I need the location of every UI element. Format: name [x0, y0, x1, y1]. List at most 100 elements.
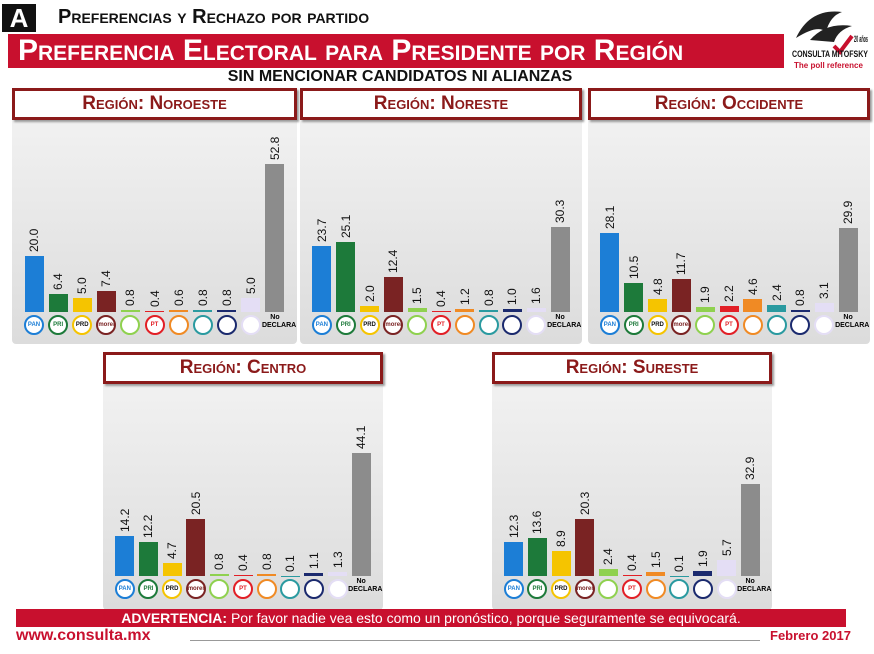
value-label: 0.4 — [434, 290, 448, 307]
value-label: 30.3 — [553, 199, 568, 224]
bar — [719, 305, 739, 312]
category-label: PAN — [603, 322, 617, 328]
value-label: 11.7 — [674, 252, 689, 276]
value-label: 44.1 — [354, 425, 369, 449]
category-label: PRI — [143, 586, 154, 592]
bar — [336, 241, 356, 312]
party-logo — [216, 315, 237, 335]
category-label: PT — [725, 322, 733, 328]
party-logo: PAN — [24, 315, 45, 335]
bar — [598, 569, 618, 576]
bar — [717, 560, 737, 576]
value-label: 0.8 — [259, 553, 274, 570]
category-label: PRD — [554, 586, 568, 592]
category-label: morena — [673, 322, 692, 328]
party-logo: PRD — [162, 579, 183, 599]
party-logo: morena — [185, 579, 206, 599]
bar — [72, 298, 92, 312]
party-logo — [209, 579, 230, 599]
chart-title: Región: Occidente — [588, 88, 870, 120]
value-label: 1.1 — [306, 552, 321, 569]
category-label: PRI — [53, 322, 64, 328]
category-label: morena — [576, 586, 595, 592]
value-label: 2.0 — [362, 285, 377, 303]
value-label: 0.8 — [481, 289, 496, 306]
bar — [814, 303, 834, 312]
value-label: 4.8 — [650, 277, 665, 295]
chart-panel: Región: Sureste 12.3 PAN 13.6 PRI 8.9 PRD 20.3 m… — [492, 352, 772, 610]
bar — [790, 309, 810, 312]
footer-rule — [190, 640, 760, 641]
chart-title: Región: Noroeste — [12, 88, 297, 120]
party-logo: PRD — [359, 315, 380, 335]
value-label: 3.1 — [817, 282, 832, 300]
subtitle: SIN MENCIONAR CANDIDATOS NI ALIANZAS — [227, 68, 573, 85]
value-label: 25.1 — [338, 214, 353, 238]
category-label: No DECLARA — [835, 314, 870, 329]
chart-panel: Región: Centro 14.2 PAN 12.2 PRI 4.7 PRD 20.5 mo… — [103, 352, 383, 610]
value-label: 12.4 — [386, 249, 401, 274]
party-logo — [407, 315, 428, 335]
bar — [24, 256, 44, 312]
category-label: No DECLARA — [547, 314, 582, 329]
category-label: morena — [98, 322, 117, 328]
value-label: 0.1 — [283, 555, 298, 572]
bar — [383, 277, 403, 312]
value-label: 0.8 — [212, 553, 227, 570]
bar — [526, 307, 546, 312]
party-logo: PAN — [114, 579, 135, 599]
chart-title: Región: Noreste — [300, 88, 582, 120]
bar — [743, 299, 763, 312]
party-logo — [526, 315, 547, 335]
anniversary: 20 años — [854, 34, 868, 44]
value-label: 12.2 — [141, 514, 156, 538]
party-logo — [645, 579, 666, 599]
party-logo — [454, 315, 475, 335]
bar — [120, 309, 140, 312]
party-logo — [502, 315, 523, 335]
value-label: 0.8 — [793, 289, 808, 306]
bar — [312, 245, 332, 312]
party-logo: morena — [383, 315, 404, 335]
bar — [186, 518, 206, 576]
title-bar — [8, 34, 784, 68]
value-label: 28.1 — [602, 205, 617, 230]
value-label: 4.7 — [165, 542, 180, 559]
category-label: PAN — [507, 586, 520, 592]
bar — [193, 309, 213, 312]
party-logo: PRI — [48, 315, 69, 335]
party-logo — [692, 579, 713, 599]
bar — [431, 310, 451, 312]
bar — [695, 306, 715, 312]
main-title: Preferencia Electoral para Presidente po… — [18, 34, 684, 67]
party-logo: PAN — [599, 315, 620, 335]
bar — [328, 572, 348, 576]
brand-name: CONSULTA MITOFSKY — [792, 49, 868, 59]
category-label: PRI — [628, 322, 639, 328]
date: Febrero 2017 — [770, 628, 851, 643]
bar — [551, 551, 571, 576]
warning-text: Por favor nadie vea esto como un pronóst… — [230, 610, 741, 626]
party-logo: PRI — [527, 579, 548, 599]
bar — [257, 573, 277, 576]
bar — [550, 227, 570, 312]
bar — [241, 298, 261, 312]
party-logo: PRI — [138, 579, 159, 599]
bar — [767, 305, 787, 312]
bar — [838, 228, 858, 312]
value-label: 0.1 — [672, 555, 687, 572]
party-logo — [192, 315, 213, 335]
value-label: 52.8 — [267, 136, 282, 161]
value-label: 5.7 — [719, 539, 734, 557]
bar — [96, 291, 116, 312]
value-label: 0.4 — [147, 290, 162, 307]
party-logo: PRI — [623, 315, 644, 335]
bar — [407, 307, 427, 312]
chart-title: Región: Sureste — [492, 352, 772, 384]
party-logo: PT — [144, 315, 165, 335]
bar — [217, 309, 237, 312]
bar — [145, 310, 164, 312]
bar — [600, 233, 620, 312]
party-logo: morena — [96, 315, 117, 335]
